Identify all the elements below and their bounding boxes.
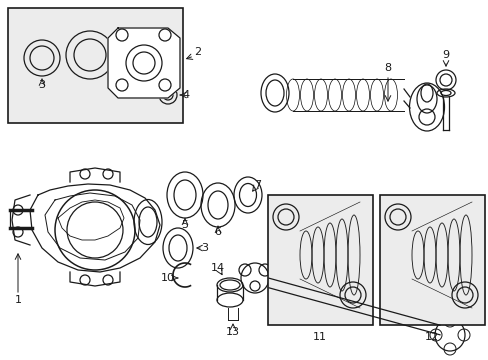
Text: 9: 9 <box>442 50 448 60</box>
Text: 3: 3 <box>201 243 208 253</box>
Text: 3: 3 <box>39 80 45 90</box>
Text: 13: 13 <box>225 327 240 337</box>
Polygon shape <box>108 28 180 98</box>
Text: 12: 12 <box>424 332 438 342</box>
Bar <box>8 8 183 123</box>
Text: 8: 8 <box>384 63 391 73</box>
Bar <box>267 195 372 325</box>
Text: 14: 14 <box>210 263 224 273</box>
Text: 4: 4 <box>182 90 189 100</box>
Polygon shape <box>70 168 120 182</box>
Bar <box>379 195 484 325</box>
Text: 6: 6 <box>214 227 221 237</box>
Text: 10: 10 <box>161 273 175 283</box>
Text: 2: 2 <box>194 47 201 57</box>
Polygon shape <box>30 184 160 272</box>
Text: 1: 1 <box>15 295 21 305</box>
Polygon shape <box>70 272 120 286</box>
Text: 5: 5 <box>181 220 188 230</box>
Text: 7: 7 <box>254 180 261 190</box>
Text: 11: 11 <box>312 332 326 342</box>
